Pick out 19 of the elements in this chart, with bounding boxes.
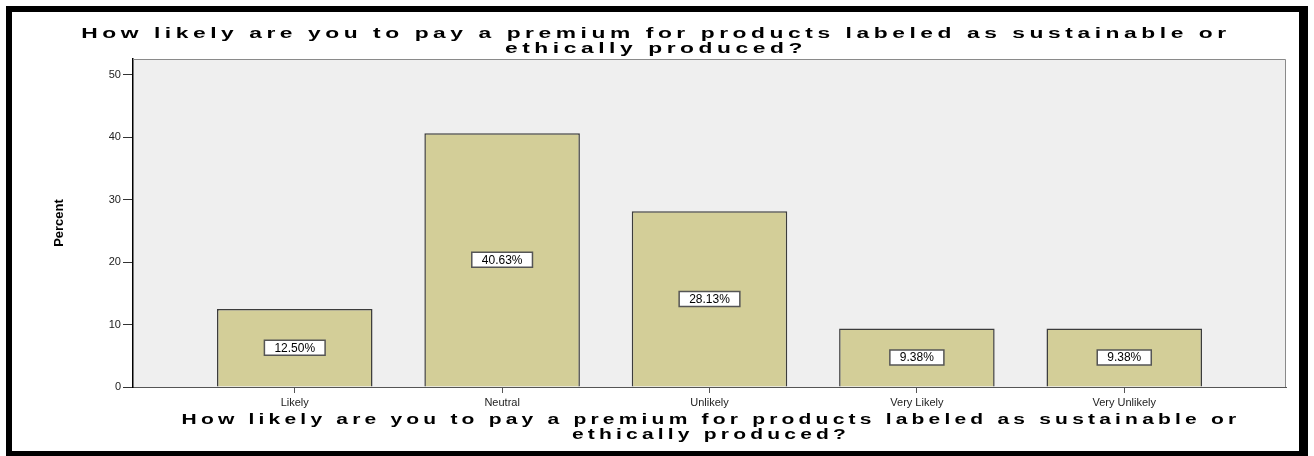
data-label: 12.50% xyxy=(274,340,316,355)
data-label: 28.13% xyxy=(689,291,731,306)
y-tick-label: 40 xyxy=(108,130,121,143)
data-label: 9.38% xyxy=(1107,350,1142,365)
y-tick-label: 0 xyxy=(114,380,121,393)
y-axis-title: Percent xyxy=(51,198,67,247)
x-tick-label: Likely xyxy=(280,395,310,408)
y-tick-label: 20 xyxy=(108,255,121,268)
chart-title: How likely are you to pay a premium for products labeled as sustainable or ethically produced? xyxy=(80,24,1232,56)
x-tick-label: Neutral xyxy=(484,395,520,408)
x-tick-label: Unlikely xyxy=(690,395,730,408)
x-axis-title: How likely are you to pay a premium for products labeled as sustainable or ethically produced? xyxy=(180,410,1242,442)
y-tick-label: 50 xyxy=(108,67,121,80)
data-label: 40.63% xyxy=(481,252,523,267)
x-tick-label: Very Unlikely xyxy=(1092,395,1157,408)
data-label: 9.38% xyxy=(899,350,935,365)
x-tick-label: Very Likely xyxy=(890,395,944,408)
y-tick-label: 30 xyxy=(108,192,121,205)
y-tick-label: 10 xyxy=(108,317,121,330)
